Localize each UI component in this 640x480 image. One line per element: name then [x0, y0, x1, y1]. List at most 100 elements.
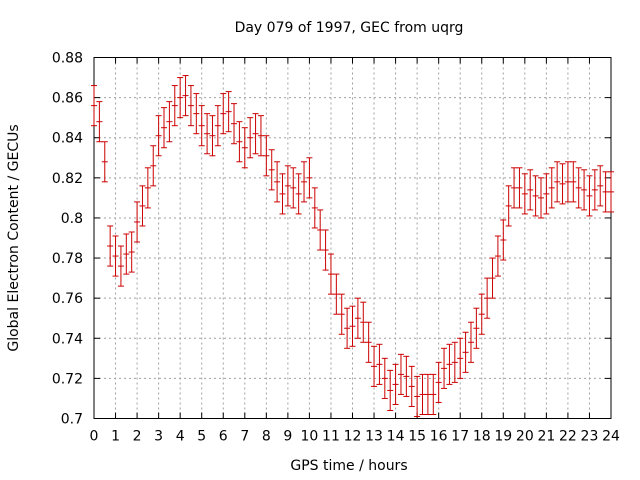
data-point [290, 167, 297, 209]
data-point [381, 357, 388, 399]
data-point [543, 173, 550, 215]
data-point [403, 355, 410, 397]
data-point [214, 105, 221, 147]
data-point [263, 135, 270, 177]
y-tick-label: 0.76 [52, 291, 83, 307]
y-axis-label: Global Electron Content / GECUs [6, 124, 22, 351]
y-tick-label: 0.84 [52, 131, 83, 147]
chart-title: Day 079 of 1997, GEC from uqrg [235, 20, 464, 36]
x-tick-label: 16 [430, 429, 448, 445]
data-point [376, 343, 383, 385]
data-point [349, 305, 356, 347]
data-point [430, 373, 437, 415]
x-tick-label: 11 [322, 429, 340, 445]
data-point [236, 121, 243, 163]
data-point [602, 171, 609, 213]
y-tick-label: 0.88 [52, 51, 83, 67]
data-point [112, 235, 119, 277]
data-point [327, 253, 334, 295]
data-point [161, 107, 168, 149]
data-point [473, 307, 480, 349]
x-tick-label: 17 [451, 429, 469, 445]
data-point [344, 307, 351, 349]
data-point [521, 173, 528, 215]
data-point [548, 167, 555, 209]
y-tick-label: 0.86 [52, 91, 83, 107]
data-point [408, 365, 415, 407]
data-point [171, 85, 178, 127]
data-point [575, 167, 582, 209]
data-point [166, 101, 173, 143]
data-point [101, 141, 108, 183]
x-tick-label: 10 [301, 429, 319, 445]
data-point [586, 175, 593, 217]
data-point [570, 161, 577, 203]
data-point [537, 177, 544, 219]
x-tick-label: 4 [176, 429, 185, 445]
data-point [478, 293, 485, 335]
data-point [392, 363, 399, 405]
data-point [91, 85, 97, 127]
data-point [489, 257, 496, 299]
data-point [414, 375, 421, 417]
data-point [554, 161, 561, 203]
data-point [177, 77, 184, 119]
data-point [322, 229, 329, 271]
x-tick-label: 15 [408, 429, 426, 445]
data-point [231, 103, 238, 145]
data-point [247, 117, 254, 159]
data-point [225, 91, 232, 133]
x-tick-label: 24 [602, 429, 620, 445]
data-point [338, 293, 345, 335]
data-point [424, 373, 431, 415]
data-point [279, 173, 286, 215]
x-tick-label: 8 [262, 429, 271, 445]
data-point [128, 231, 135, 273]
data-point [484, 277, 491, 319]
x-tick-label: 18 [473, 429, 491, 445]
data-point [532, 175, 539, 217]
x-tick-label: 2 [133, 429, 142, 445]
x-tick-label: 5 [197, 429, 206, 445]
y-tick-label: 0.74 [52, 331, 83, 347]
data-point [257, 115, 264, 157]
data-point [451, 341, 458, 383]
data-point [117, 245, 124, 287]
data-point [139, 185, 146, 227]
y-tick-label: 0.72 [52, 371, 83, 387]
data-point [360, 301, 367, 343]
data-point [311, 187, 318, 229]
x-tick-label: 19 [494, 429, 512, 445]
data-point [365, 321, 372, 363]
x-tick-label: 14 [387, 429, 405, 445]
data-point [511, 167, 518, 209]
data-series [91, 75, 614, 417]
data-point [134, 201, 141, 243]
data-point [354, 297, 361, 339]
data-point [397, 353, 404, 395]
data-point [527, 169, 534, 211]
data-point [608, 171, 614, 213]
x-tick-label: 23 [581, 429, 599, 445]
data-point [317, 209, 324, 251]
data-point [144, 167, 151, 209]
data-point [591, 169, 598, 211]
x-tick-label: 3 [154, 429, 163, 445]
x-tick-label: 21 [537, 429, 555, 445]
data-point [333, 273, 340, 315]
data-point [500, 219, 507, 261]
data-point [435, 361, 442, 403]
x-tick-label: 7 [240, 429, 249, 445]
data-point [564, 161, 571, 203]
data-point [187, 85, 194, 127]
y-tick-label: 0.7 [61, 412, 83, 428]
data-point [371, 345, 378, 387]
data-point [597, 165, 604, 207]
x-tick-label: 9 [283, 429, 292, 445]
data-point [241, 127, 248, 169]
data-point [193, 93, 200, 135]
data-point [274, 161, 281, 203]
data-point [462, 331, 469, 373]
x-tick-label: 1 [111, 429, 120, 445]
